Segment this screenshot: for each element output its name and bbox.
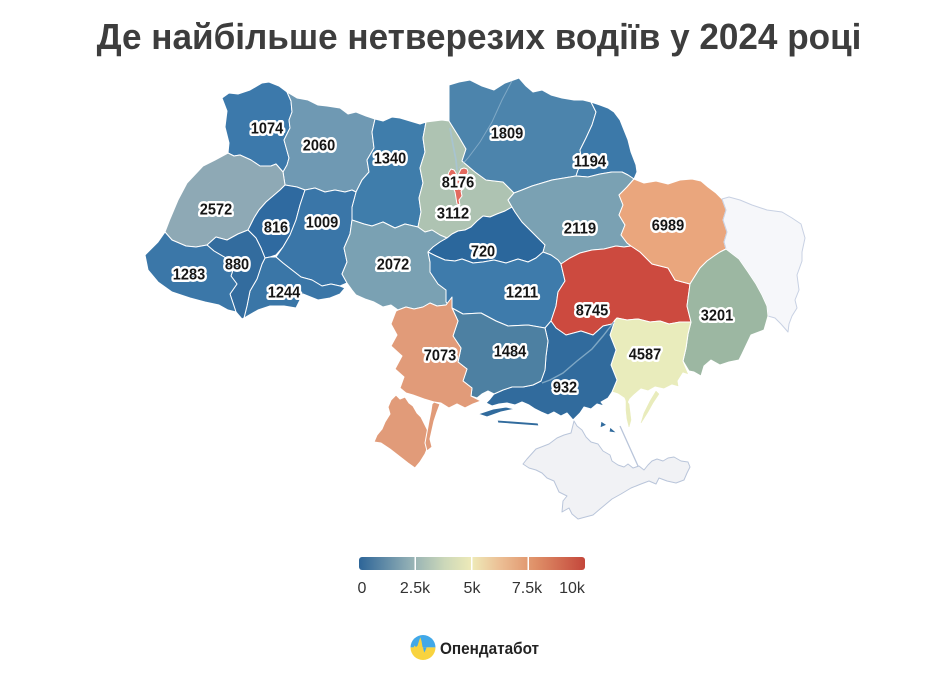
svg-text:932: 932 bbox=[553, 380, 577, 397]
svg-text:1211: 1211 bbox=[506, 285, 538, 302]
svg-text:816: 816 bbox=[264, 220, 288, 237]
svg-text:1194: 1194 bbox=[574, 154, 606, 171]
svg-text:2060: 2060 bbox=[303, 138, 335, 155]
svg-text:1283: 1283 bbox=[173, 267, 205, 284]
svg-text:4587: 4587 bbox=[629, 347, 661, 364]
svg-text:880: 880 bbox=[225, 257, 249, 274]
svg-text:1009: 1009 bbox=[306, 215, 338, 232]
svg-text:720: 720 bbox=[471, 244, 495, 261]
svg-text:8176: 8176 bbox=[442, 175, 474, 192]
svg-text:3201: 3201 bbox=[701, 308, 733, 325]
svg-text:3112: 3112 bbox=[437, 206, 469, 223]
svg-text:8745: 8745 bbox=[576, 303, 608, 320]
svg-text:1074: 1074 bbox=[251, 121, 283, 138]
svg-text:7073: 7073 bbox=[424, 348, 456, 365]
svg-text:1484: 1484 bbox=[494, 344, 526, 361]
svg-text:2119: 2119 bbox=[564, 221, 596, 238]
svg-text:1340: 1340 bbox=[374, 151, 406, 168]
svg-text:1244: 1244 bbox=[268, 285, 300, 302]
svg-text:2072: 2072 bbox=[377, 257, 409, 274]
svg-text:1809: 1809 bbox=[491, 126, 523, 143]
svg-text:6989: 6989 bbox=[652, 218, 684, 235]
svg-text:2572: 2572 bbox=[200, 202, 232, 219]
